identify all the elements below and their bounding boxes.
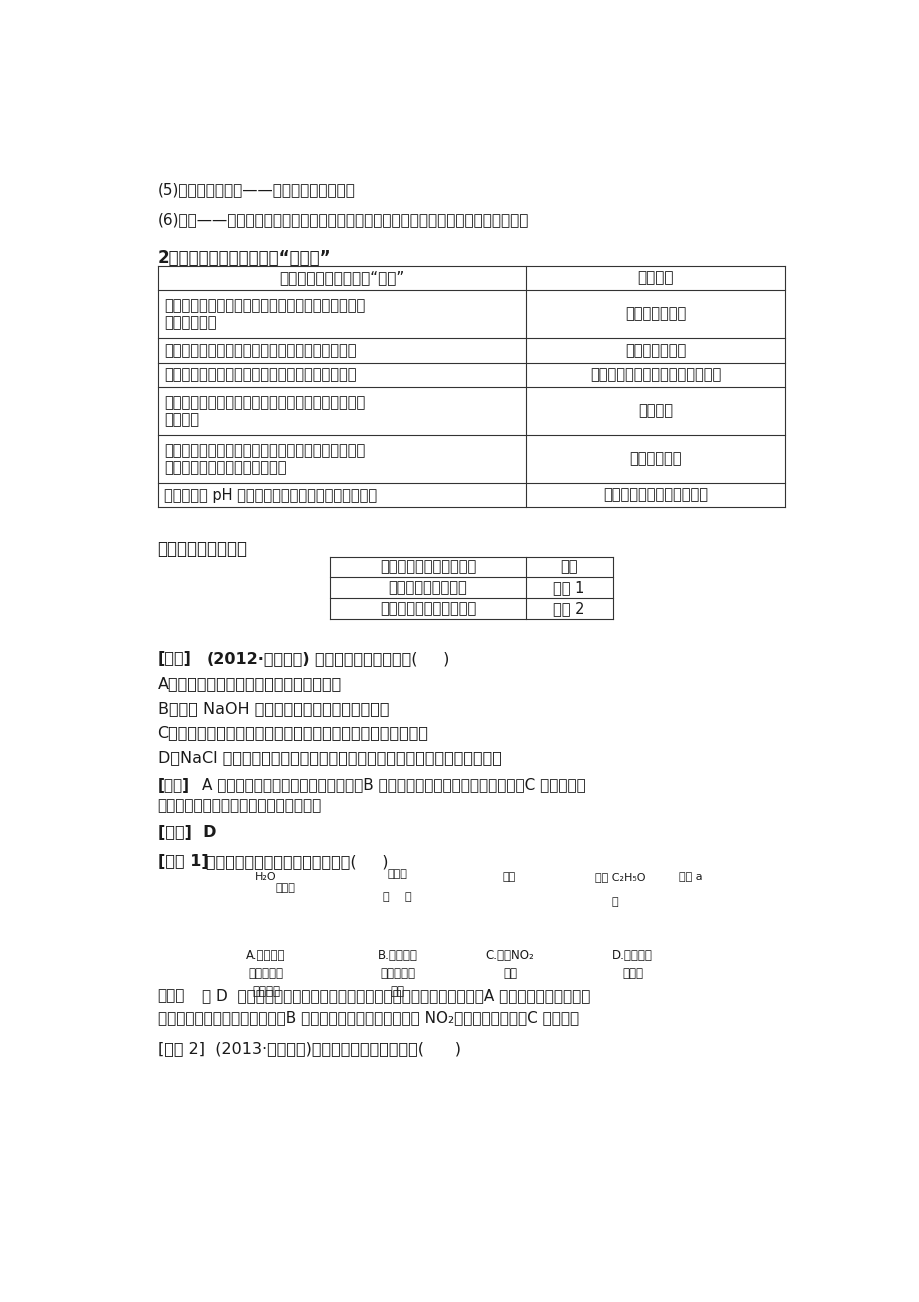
Text: 水银球应在蒸馏烧瓶支管口处，B 项错误；收集比空气密度大的 NO₂气体应长进短出，C 项错误。: 水银球应在蒸馏烧瓶支管口处，B 项错误；收集比空气密度大的 NO₂气体应长进短出… — [157, 1010, 578, 1025]
Text: A 项错误，锥形瓶不能用待测液润洗；B 项错误，氢氧化钠溶液能腐蚀玻璃；C 项错误，苯: A 项错误，锥形瓶不能用待测液润洗；B 项错误，氢氧化钠溶液能腐蚀玻璃；C 项错… — [201, 777, 584, 793]
Text: 防止读数有误差: 防止读数有误差 — [624, 342, 686, 358]
Text: H₂O: H₂O — [255, 871, 277, 881]
Text: 导管 a: 导管 a — [678, 871, 702, 881]
Text: (6)湿润——用红色石蕊试纸、蓝色石蕊试纸、碘化钾淀粉试纸检验或验证某些气体时。: (6)湿润——用红色石蕊试纸、蓝色石蕊试纸、碘化钾淀粉试纸检验或验证某些气体时。 — [157, 212, 528, 227]
Text: 下列化学实验装置或操作正确的是(     ): 下列化学实验装置或操作正确的是( ) — [206, 854, 389, 868]
Text: 典例: 典例 — [560, 560, 577, 574]
Text: 防止实验过程中漏气而使实验失败: 防止实验过程中漏气而使实验失败 — [589, 367, 720, 383]
Text: 水: 水 — [404, 892, 411, 902]
Text: 钠: 钠 — [611, 897, 618, 907]
Text: [典例]: [典例] — [157, 651, 191, 667]
Text: 考查化学实验的基本操作: 考查化学实验的基本操作 — [380, 560, 476, 574]
Text: 考查实验装置和操作: 考查实验装置和操作 — [389, 581, 467, 595]
Text: 防止液体流出: 防止液体流出 — [629, 452, 681, 466]
Text: D．NaCl 溶液蒸发结晶时，蒸发皿中有晶体析出并剩余少量液体即停止加热: D．NaCl 溶液蒸发结晶时，蒸发皿中有晶体析出并剩余少量液体即停止加热 — [157, 750, 501, 764]
Text: A．中和滴定实验时，用待测液润洗锥形瓶: A．中和滴定实验时，用待测液润洗锥形瓶 — [157, 676, 342, 691]
Text: 下列实验操作正确的是(     ): 下列实验操作正确的是( ) — [314, 651, 448, 667]
Text: 用量筒、滴定管量取液体时，不能仰视或俯视液面: 用量筒、滴定管量取液体时，不能仰视或俯视液面 — [164, 342, 356, 358]
Text: D.测定乙醇
结构式: D.测定乙醇 结构式 — [612, 949, 652, 979]
Text: 水: 水 — [382, 892, 389, 902]
Text: [演练 1]: [演练 1] — [157, 854, 208, 868]
Text: C.收集NO₂
气体: C.收集NO₂ 气体 — [485, 949, 534, 979]
Text: (5)分别取少量溶液——未知溶液的鉴别等。: (5)分别取少量溶液——未知溶液的鉴别等。 — [157, 182, 355, 198]
Text: 温度计: 温度计 — [388, 870, 407, 879]
Text: 解析：: 解析： — [157, 988, 185, 1004]
Text: 原因解释: 原因解释 — [637, 271, 673, 285]
Text: 不能不检查装置气密性就进行气体制备与性质实验: 不能不检查装置气密性就进行气体制备与性质实验 — [164, 367, 356, 383]
Text: 考查化学实验的操作规范: 考查化学实验的操作规范 — [380, 602, 476, 616]
Text: [演练 2]  (2013·长沙模拟)下列实验操作中正确的是(      ): [演练 2] (2013·长沙模拟)下列实验操作中正确的是( ) — [157, 1042, 460, 1056]
Text: [解析]: [解析] — [157, 777, 189, 793]
Text: (2012·山东高考): (2012·山东高考) — [206, 651, 310, 667]
Text: 不能不对可燃性气体验纯就进行可燃性气体的点燃或: 不能不对可燃性气体验纯就进行可燃性气体的点燃或 — [164, 395, 365, 410]
Text: 演练 2: 演练 2 — [553, 602, 584, 616]
Text: B.碘的苯溶
液分离并回
收苯: B.碘的苯溶 液分离并回 收苯 — [378, 949, 417, 997]
Text: 2．化学实验基本操作中的“六不能”: 2．化学实验基本操作中的“六不能” — [157, 249, 331, 267]
Text: 气体 C₂H₅O: 气体 C₂H₅O — [595, 871, 645, 881]
Text: 的密度较小，溴的苯溶液应从上口倒出。: 的密度较小，溴的苯溶液应从上口倒出。 — [157, 798, 322, 814]
Text: 不能直接将 pH 试纸插入溶液中来测定溶液的酸碱性: 不能直接将 pH 试纸插入溶液中来测定溶液的酸碱性 — [164, 487, 377, 503]
Text: C．用苯萃取溴水中的溴时，将溴的苯溶液从分液漏斗下口放出: C．用苯萃取溴水中的溴时，将溴的苯溶液从分液漏斗下口放出 — [157, 725, 428, 741]
Text: B．盛放 NaOH 溶液时，使用带玻璃塞的磨口瓶: B．盛放 NaOH 溶液时，使用带玻璃塞的磨口瓶 — [157, 700, 389, 716]
Text: 化学实验基本操作中的“不能”: 化学实验基本操作中的“不能” — [278, 271, 403, 285]
Text: 及氧化性溶液: 及氧化性溶液 — [164, 315, 216, 331]
Text: 酸式滴定管不能装碱性溶液，碱式滴定管不能装酸性: 酸式滴定管不能装碱性溶液，碱式滴定管不能装酸性 — [164, 298, 365, 312]
Text: 防止对待测的溶液造成污染: 防止对待测的溶液造成污染 — [603, 487, 708, 503]
Text: [答案]  D: [答案] D — [157, 824, 216, 840]
Text: 演练 1: 演练 1 — [553, 581, 584, 595]
Text: 浓硫酸: 浓硫酸 — [276, 883, 295, 893]
Text: 三、常考题型要明了: 三、常考题型要明了 — [157, 540, 247, 557]
Text: 入容量瓶中，应该用玻璃棒引流: 入容量瓶中，应该用玻璃棒引流 — [164, 461, 286, 475]
Text: 配制一定物质的量浓度的溶液时，不能直接将溶液倒: 配制一定物质的量浓度的溶液时，不能直接将溶液倒 — [164, 443, 365, 458]
Text: 防止腐蚀滴定管: 防止腐蚀滴定管 — [624, 306, 686, 322]
Text: 气体: 气体 — [502, 871, 516, 881]
Text: 选 D  浓硫酸稀释不能在容量瓶中进行，更不能将水倒入浓硫酸中，A 项错误；蒸馏时温度计: 选 D 浓硫酸稀释不能在容量瓶中进行，更不能将水倒入浓硫酸中，A 项错误；蒸馏时… — [201, 988, 589, 1004]
Text: A.配制一定
物质的量浓
度的硫酸: A.配制一定 物质的量浓 度的硫酸 — [246, 949, 286, 997]
Text: 加热实验: 加热实验 — [164, 413, 199, 427]
Text: 防止爆炸: 防止爆炸 — [638, 404, 673, 419]
